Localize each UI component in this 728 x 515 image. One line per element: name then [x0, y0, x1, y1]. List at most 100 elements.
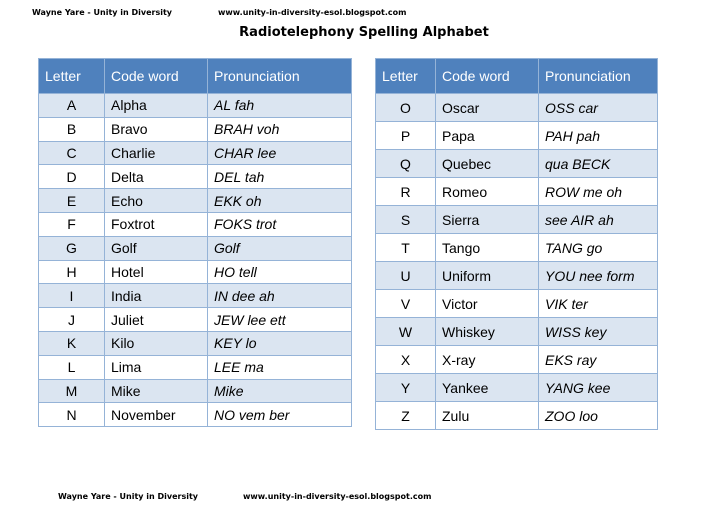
table-row: A Alpha AL fah — [38, 93, 352, 118]
table-row: B Bravo BRAH voh — [38, 116, 352, 142]
pronunciation-cell: see AIR ah — [538, 205, 658, 234]
code-word-cell: Charlie — [104, 140, 208, 165]
letter-cell: V — [375, 289, 436, 318]
pronunciation-cell: TANG go — [538, 233, 658, 262]
code-word-cell: Tango — [435, 233, 539, 262]
pronunciation-cell: ROW me oh — [538, 177, 658, 206]
letter-cell: K — [38, 330, 105, 356]
letter-cell: U — [375, 261, 436, 290]
pronunciation-cell: ZOO loo — [538, 401, 658, 430]
table-row: F Foxtrot FOKS trot — [38, 211, 352, 237]
pronunciation-cell: YANG kee — [538, 373, 658, 402]
letter-cell: L — [38, 354, 105, 380]
header-author: Wayne Yare - Unity in Diversity — [32, 8, 173, 17]
code-word-cell: Golf — [104, 235, 208, 261]
code-word-cell: Sierra — [435, 205, 539, 234]
letter-cell: T — [375, 233, 436, 262]
column-header-code-word: Code word — [435, 58, 539, 94]
letter-cell: J — [38, 307, 105, 332]
code-word-cell: Romeo — [435, 177, 539, 206]
pronunciation-cell: NO vem ber — [207, 402, 352, 427]
table-row: W Whiskey WISS key — [375, 317, 658, 346]
pronunciation-cell: DEL tah — [207, 164, 352, 189]
letter-cell: C — [38, 140, 105, 165]
code-word-cell: X-ray — [435, 345, 539, 374]
letter-cell: Y — [375, 373, 436, 402]
letter-cell: D — [38, 164, 105, 189]
table-row: R Romeo ROW me oh — [375, 177, 658, 206]
code-word-cell: November — [104, 402, 208, 427]
table-row: Z Zulu ZOO loo — [375, 401, 658, 430]
column-header-code-word: Code word — [104, 58, 208, 94]
pronunciation-cell: qua BECK — [538, 149, 658, 178]
letter-cell: B — [38, 116, 105, 142]
letter-cell: Z — [375, 401, 436, 430]
spelling-table-right: Letter Code word Pronunciation O Oscar OSS… — [375, 58, 658, 430]
table-row: Y Yankee YANG kee — [375, 373, 658, 402]
pronunciation-cell: EKS ray — [538, 345, 658, 374]
pronunciation-cell: JEW lee ett — [207, 307, 352, 332]
table-row: J Juliet JEW lee ett — [38, 307, 352, 332]
code-word-cell: India — [104, 283, 208, 308]
pronunciation-cell: AL fah — [207, 93, 352, 118]
table-row: T Tango TANG go — [375, 233, 658, 262]
pronunciation-cell: IN dee ah — [207, 283, 352, 308]
letter-cell: S — [375, 205, 436, 234]
table-row: G Golf Golf — [38, 235, 352, 261]
table-row: V Victor VIK ter — [375, 289, 658, 318]
letter-cell: Q — [375, 149, 436, 178]
table-row: S Sierra see AIR ah — [375, 205, 658, 234]
table-row: C Charlie CHAR lee — [38, 140, 352, 165]
letter-cell: M — [38, 378, 105, 403]
code-word-cell: Whiskey — [435, 317, 539, 346]
pronunciation-cell: HO tell — [207, 259, 352, 284]
spelling-table-left: Letter Code word Pronunciation A Alpha AL … — [38, 58, 352, 428]
pronunciation-cell: WISS key — [538, 317, 658, 346]
letter-cell: P — [375, 121, 436, 150]
letter-cell: A — [38, 93, 105, 118]
pronunciation-cell: BRAH voh — [207, 116, 352, 142]
table-header-row: Letter Code word Pronunciation — [375, 58, 658, 94]
table-row: N November NO vem ber — [38, 402, 352, 427]
code-word-cell: Papa — [435, 121, 539, 150]
table-row: D Delta DEL tah — [38, 164, 352, 189]
pronunciation-cell: Mike — [207, 378, 352, 403]
pronunciation-cell: EKK oh — [207, 188, 352, 213]
letter-cell: G — [38, 235, 105, 261]
letter-cell: H — [38, 259, 105, 284]
pronunciation-cell: OSS car — [538, 93, 658, 122]
table-row: O Oscar OSS car — [375, 93, 658, 122]
code-word-cell: Mike — [104, 378, 208, 403]
table-row: K Kilo KEY lo — [38, 330, 352, 356]
pronunciation-cell: PAH pah — [538, 121, 658, 150]
letter-cell: W — [375, 317, 436, 346]
pronunciation-cell: Golf — [207, 235, 352, 261]
letter-cell: R — [375, 177, 436, 206]
table-row: H Hotel HO tell — [38, 259, 352, 284]
letter-cell: X — [375, 345, 436, 374]
table-row: P Papa PAH pah — [375, 121, 658, 150]
letter-cell: F — [38, 211, 105, 237]
code-word-cell: Uniform — [435, 261, 539, 290]
code-word-cell: Quebec — [435, 149, 539, 178]
column-header-letter: Letter — [375, 58, 436, 94]
code-word-cell: Hotel — [104, 259, 208, 284]
table-row: E Echo EKK oh — [38, 188, 352, 213]
table-header-row: Letter Code word Pronunciation — [38, 58, 352, 94]
page-title: Radiotelephony Spelling Alphabet — [239, 25, 489, 40]
code-word-cell: Yankee — [435, 373, 539, 402]
pronunciation-cell: CHAR lee — [207, 140, 352, 165]
column-header-pronunciation: Pronunciation — [207, 58, 352, 94]
pronunciation-cell: YOU nee form — [538, 261, 658, 290]
pronunciation-cell: KEY lo — [207, 330, 352, 356]
code-word-cell: Victor — [435, 289, 539, 318]
letter-cell: E — [38, 188, 105, 213]
table-row: X X-ray EKS ray — [375, 345, 658, 374]
letter-cell: I — [38, 283, 105, 308]
footer-url: www.unity-in-diversity-esol.blogspot.com — [243, 492, 432, 501]
code-word-cell: Bravo — [104, 116, 208, 142]
table-row: I India IN dee ah — [38, 283, 352, 308]
pronunciation-cell: FOKS trot — [207, 211, 352, 237]
letter-cell: O — [375, 93, 436, 122]
table-row: L Lima LEE ma — [38, 354, 352, 380]
